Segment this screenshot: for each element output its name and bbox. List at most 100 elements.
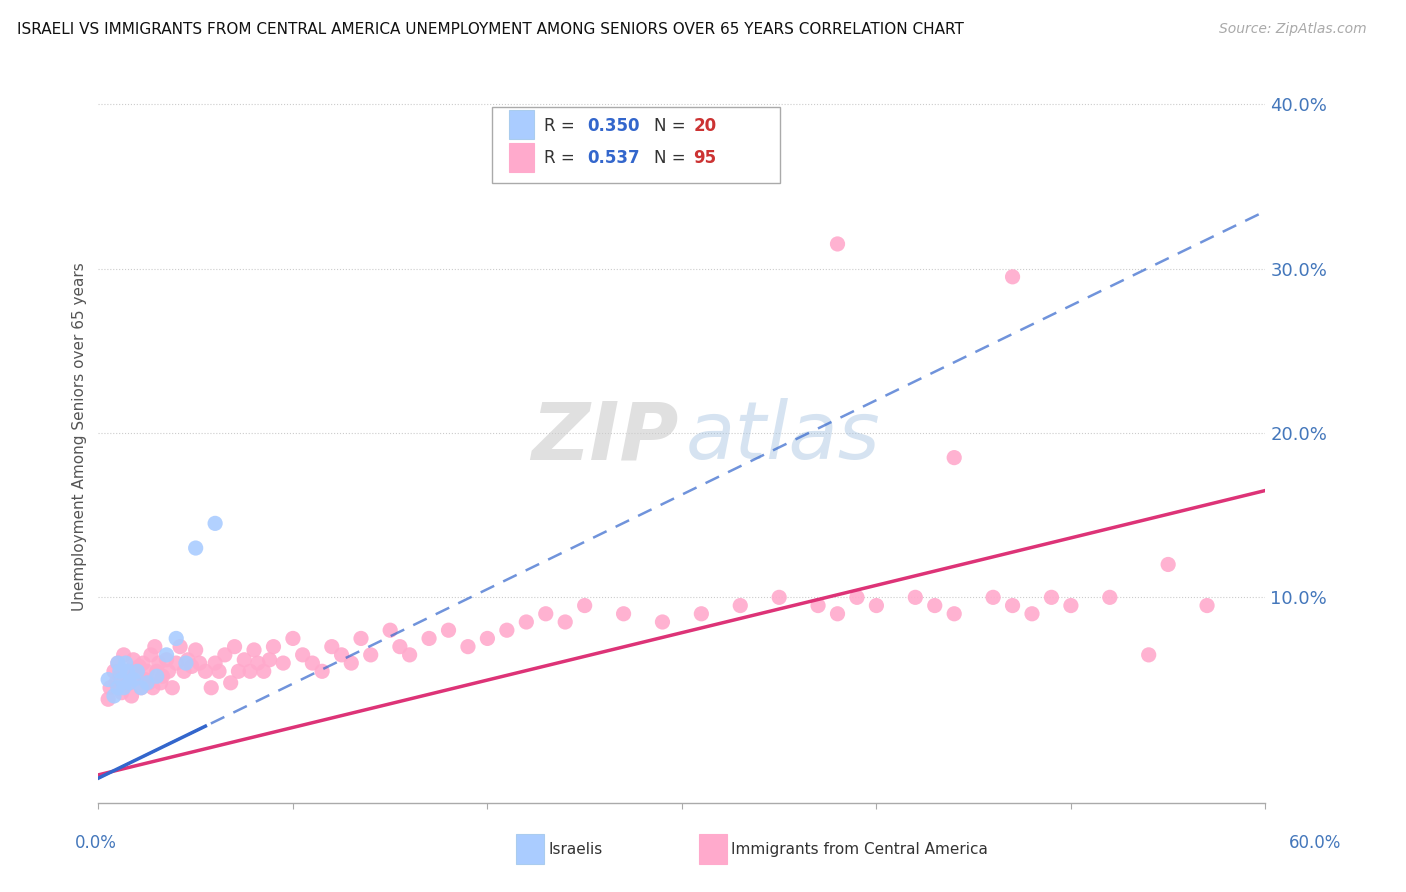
Point bbox=[398, 648, 420, 662]
Point bbox=[188, 656, 211, 670]
Y-axis label: Unemployment Among Seniors over 65 years: Unemployment Among Seniors over 65 years bbox=[72, 263, 87, 611]
Point bbox=[554, 615, 576, 629]
Point bbox=[271, 656, 294, 670]
Text: 95: 95 bbox=[693, 149, 716, 168]
Point bbox=[107, 681, 129, 695]
Point bbox=[311, 665, 333, 679]
Point bbox=[1157, 558, 1180, 572]
Point bbox=[350, 632, 373, 646]
Point bbox=[534, 607, 557, 621]
Point bbox=[281, 632, 304, 646]
Text: 0.0%: 0.0% bbox=[75, 834, 117, 852]
Point bbox=[127, 669, 149, 683]
Point bbox=[184, 643, 207, 657]
Point bbox=[122, 653, 145, 667]
Point bbox=[142, 681, 165, 695]
Point bbox=[194, 665, 217, 679]
Point bbox=[177, 653, 200, 667]
Text: Source: ZipAtlas.com: Source: ZipAtlas.com bbox=[1219, 22, 1367, 37]
Point bbox=[228, 665, 250, 679]
Text: 0.537: 0.537 bbox=[588, 149, 640, 168]
Point bbox=[108, 669, 131, 683]
Point bbox=[239, 665, 262, 679]
Point bbox=[114, 673, 136, 687]
Point bbox=[1098, 591, 1121, 605]
Point bbox=[146, 665, 169, 679]
Text: atlas: atlas bbox=[685, 398, 880, 476]
Point bbox=[118, 675, 141, 690]
Point bbox=[111, 686, 134, 700]
Point bbox=[111, 673, 134, 687]
Point bbox=[162, 681, 184, 695]
Point bbox=[730, 599, 752, 613]
Point bbox=[117, 665, 139, 679]
Point bbox=[180, 659, 202, 673]
Point bbox=[496, 624, 519, 638]
Point bbox=[122, 673, 145, 687]
Point bbox=[651, 615, 673, 629]
Point bbox=[97, 692, 120, 706]
Point bbox=[107, 656, 129, 670]
Point bbox=[613, 607, 636, 621]
Point bbox=[117, 665, 139, 679]
Point bbox=[155, 653, 177, 667]
Point bbox=[104, 675, 127, 690]
Point bbox=[136, 665, 159, 679]
Point bbox=[204, 656, 226, 670]
Point bbox=[321, 640, 343, 654]
Point bbox=[1060, 599, 1083, 613]
Point bbox=[437, 624, 460, 638]
Point bbox=[184, 541, 207, 555]
Point bbox=[388, 640, 411, 654]
Point bbox=[690, 607, 713, 621]
Point bbox=[1040, 591, 1063, 605]
Point bbox=[200, 681, 222, 695]
Point bbox=[214, 648, 236, 662]
Point bbox=[943, 450, 966, 465]
Point bbox=[208, 665, 231, 679]
Point bbox=[143, 640, 166, 654]
Point bbox=[1001, 269, 1024, 284]
Point bbox=[330, 648, 353, 662]
Point bbox=[155, 648, 177, 662]
Point bbox=[807, 599, 830, 613]
Text: 60.0%: 60.0% bbox=[1288, 834, 1341, 852]
Point bbox=[418, 632, 440, 646]
Text: Israelis: Israelis bbox=[548, 842, 603, 856]
Point bbox=[243, 643, 266, 657]
Point bbox=[981, 591, 1004, 605]
Point bbox=[865, 599, 887, 613]
Point bbox=[768, 591, 790, 605]
Point bbox=[174, 656, 197, 670]
Point bbox=[98, 681, 121, 695]
Point bbox=[112, 681, 135, 695]
Point bbox=[138, 675, 160, 690]
Point bbox=[574, 599, 596, 613]
Point bbox=[1137, 648, 1160, 662]
Point bbox=[128, 659, 150, 673]
Point bbox=[136, 675, 159, 690]
Point bbox=[148, 656, 170, 670]
Point bbox=[827, 236, 849, 251]
Point bbox=[152, 669, 174, 683]
Point bbox=[515, 615, 537, 629]
Point bbox=[134, 673, 156, 687]
Point bbox=[139, 648, 162, 662]
Point bbox=[204, 516, 226, 531]
Text: Immigrants from Central America: Immigrants from Central America bbox=[731, 842, 988, 856]
Point bbox=[827, 607, 849, 621]
Point bbox=[165, 656, 187, 670]
Point bbox=[943, 607, 966, 621]
Point bbox=[112, 648, 135, 662]
Point bbox=[301, 656, 323, 670]
Point bbox=[846, 591, 869, 605]
Point bbox=[219, 675, 242, 690]
Point bbox=[103, 689, 125, 703]
Point bbox=[165, 632, 187, 646]
Text: R =: R = bbox=[544, 117, 581, 135]
Point bbox=[246, 656, 269, 670]
Point bbox=[380, 624, 402, 638]
Point bbox=[132, 656, 155, 670]
Text: 20: 20 bbox=[693, 117, 716, 135]
Point bbox=[1001, 599, 1024, 613]
